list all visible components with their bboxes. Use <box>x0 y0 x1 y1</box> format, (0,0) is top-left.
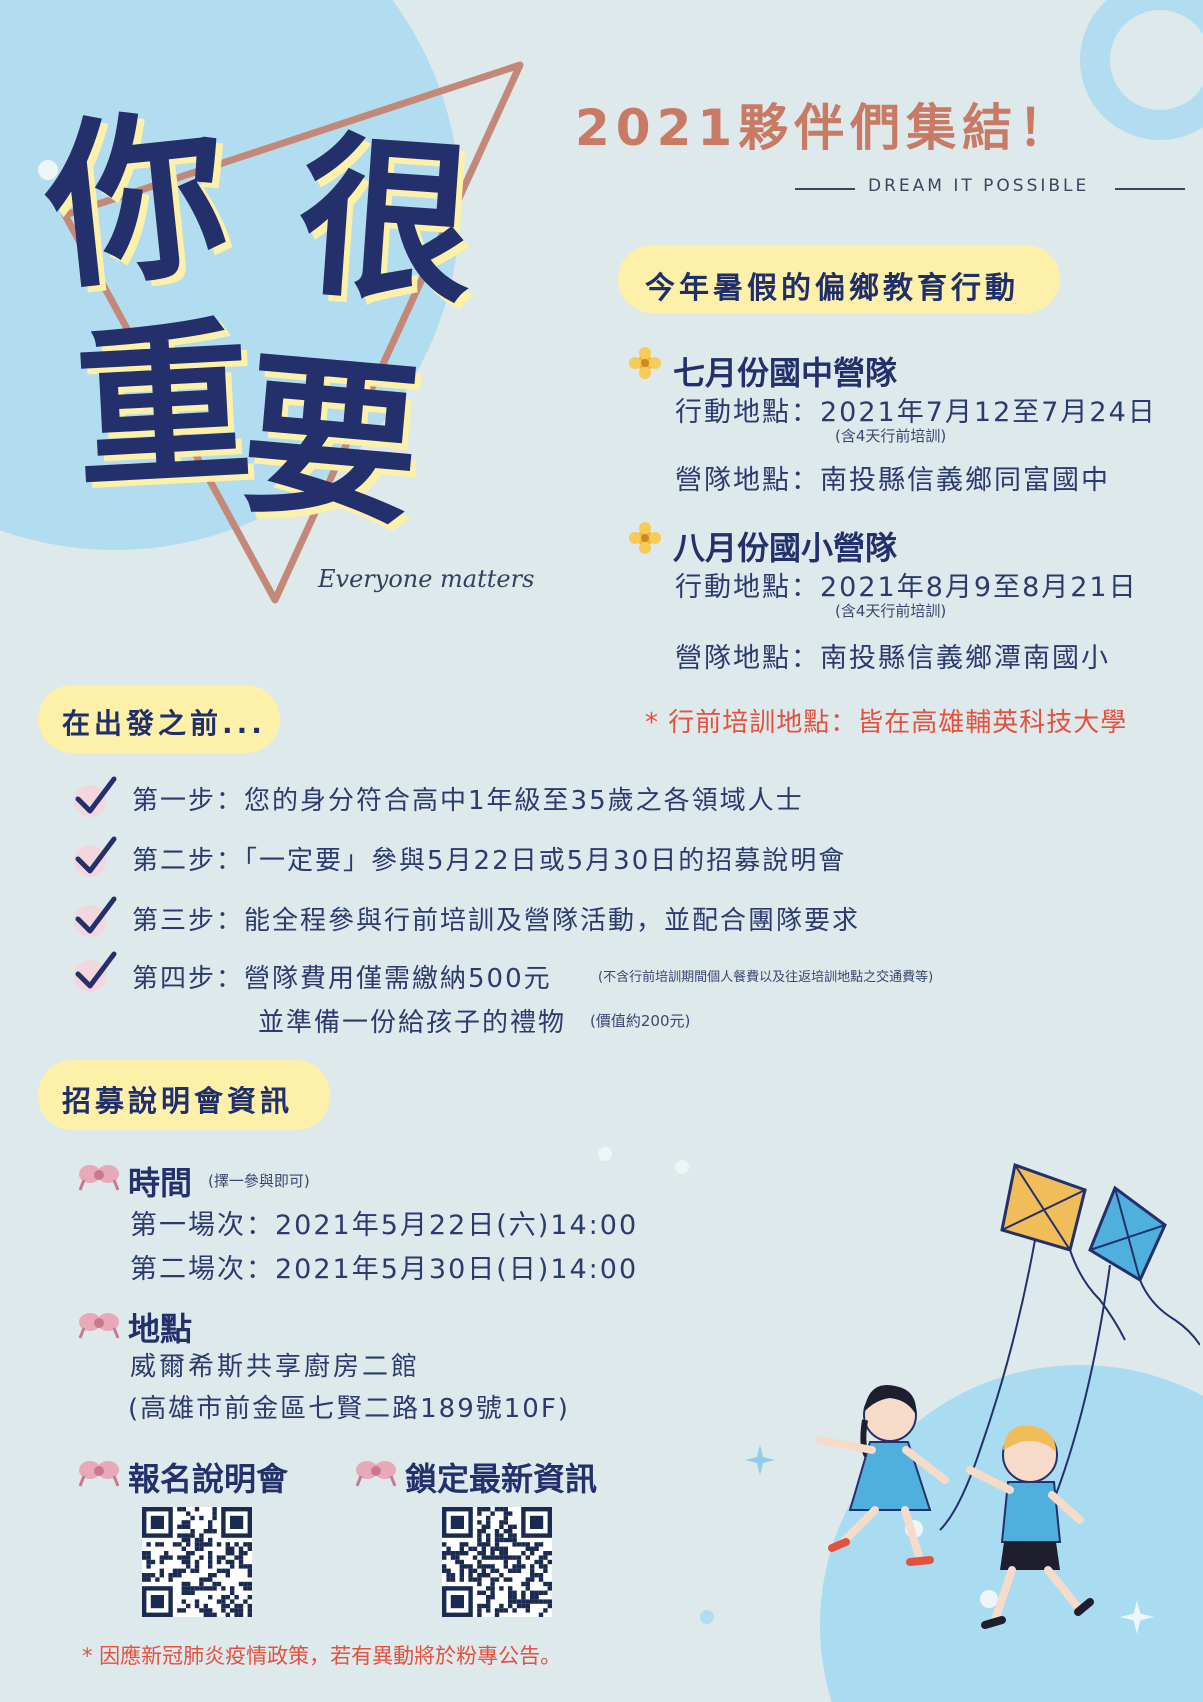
place-address: (高雄市前金區七賢二路189號10F) <box>128 1394 570 1424</box>
girl-figure <box>816 1385 949 1566</box>
title-english: Everyone matters <box>318 565 535 593</box>
bg-dot <box>980 1590 998 1608</box>
time-note: (擇一參與即可) <box>208 1172 310 1190</box>
qr-code-follow[interactable] <box>442 1507 552 1617</box>
time-title: 時間 <box>128 1164 193 1202</box>
checkmark-icon <box>74 951 117 992</box>
signup-title: 報名說明會 <box>128 1460 289 1498</box>
section-label-bg <box>38 1060 330 1130</box>
bow-icon <box>78 1461 120 1487</box>
title-char: 要 <box>235 333 428 552</box>
step-2: 第二步：「一定要」參與5月22日或5月30日的招募說明會 <box>132 846 847 876</box>
sparkle-icon <box>1120 1600 1154 1634</box>
title-char: 重 <box>70 301 257 514</box>
step-4-line2-note: (價值約200元) <box>590 1012 691 1030</box>
camp-august-note: (含4天行前培訓) <box>835 602 947 620</box>
headline: 2021夥伴們集結！ <box>575 99 1075 157</box>
dream-tagline: DREAM IT POSSIBLE <box>868 176 1090 196</box>
bow-icon <box>78 1313 120 1339</box>
section-label-bg <box>38 685 280 753</box>
training-location: * 行前培訓地點：皆在高雄輔英科技大學 <box>645 708 1128 738</box>
bg-ring-top-right <box>1080 0 1203 140</box>
place-name: 威爾希斯共享廚房二館 <box>130 1352 421 1382</box>
checkmark-icon <box>74 896 117 937</box>
kite-icon <box>1049 1185 1200 1511</box>
bg-dot <box>598 1147 612 1161</box>
kite-icon <box>939 1163 1126 1531</box>
bow-icon <box>355 1461 397 1487</box>
camp-august-place: 營隊地點：南投縣信義鄉潭南國小 <box>675 643 1110 674</box>
divider <box>1115 188 1185 190</box>
step-3: 第三步：能全程參與行前培訓及營隊活動，並配合團隊要求 <box>132 906 861 936</box>
flower-icon <box>629 522 661 554</box>
checkmark-icon <box>74 776 117 817</box>
step-4-note: (不含行前培訓期間個人餐費以及往返培訓地點之交通費等) <box>598 970 934 985</box>
camp-july-date: 行動地點：2021年7月12至7月24日 <box>675 397 1157 428</box>
kite-children-illustration <box>816 1163 1200 1629</box>
camp-august-title: 八月份國小營隊 <box>673 529 898 567</box>
section-label-bg <box>618 245 1060 313</box>
flower-icon <box>629 347 661 379</box>
footnote: * 因應新冠肺炎疫情政策，若有異動將於粉專公告。 <box>82 1644 562 1668</box>
checkmark-icon <box>74 836 117 877</box>
camp-july-title: 七月份國中營隊 <box>673 354 898 392</box>
section-label-recruit: 招募說明會資訊 <box>62 1084 294 1118</box>
session-2: 第二場次：2021年5月30日(日)14:00 <box>130 1254 639 1285</box>
bg-dot <box>675 1160 689 1174</box>
step-4: 第四步：營隊費用僅需繳納500元 <box>132 964 552 994</box>
bg-dot <box>700 1610 714 1624</box>
session-1: 第一場次：2021年5月22日(六)14:00 <box>130 1210 639 1241</box>
camp-july-place: 營隊地點：南投縣信義鄉同富國中 <box>675 465 1110 496</box>
bg-dot <box>38 160 58 180</box>
title-triangle <box>61 61 524 604</box>
step-1: 第一步：您的身分符合高中1年級至35歲之各領域人士 <box>132 786 804 816</box>
camp-july-note: (含4天行前培訓) <box>835 427 947 445</box>
boy-figure <box>966 1425 1094 1629</box>
follow-title: 鎖定最新資訊 <box>405 1460 598 1498</box>
section-label-before: 在出發之前... <box>62 707 266 740</box>
section-label-summer: 今年暑假的偏鄉教育行動 <box>645 271 1019 306</box>
camp-august-date: 行動地點：2021年8月9至8月21日 <box>675 572 1138 603</box>
divider <box>795 188 855 190</box>
qr-code-signup[interactable] <box>142 1507 252 1617</box>
place-title: 地點 <box>128 1310 193 1348</box>
sparkle-icon <box>745 1445 775 1475</box>
bow-icon <box>78 1165 120 1191</box>
step-4-line2: 並準備一份給孩子的禮物 <box>258 1008 567 1038</box>
